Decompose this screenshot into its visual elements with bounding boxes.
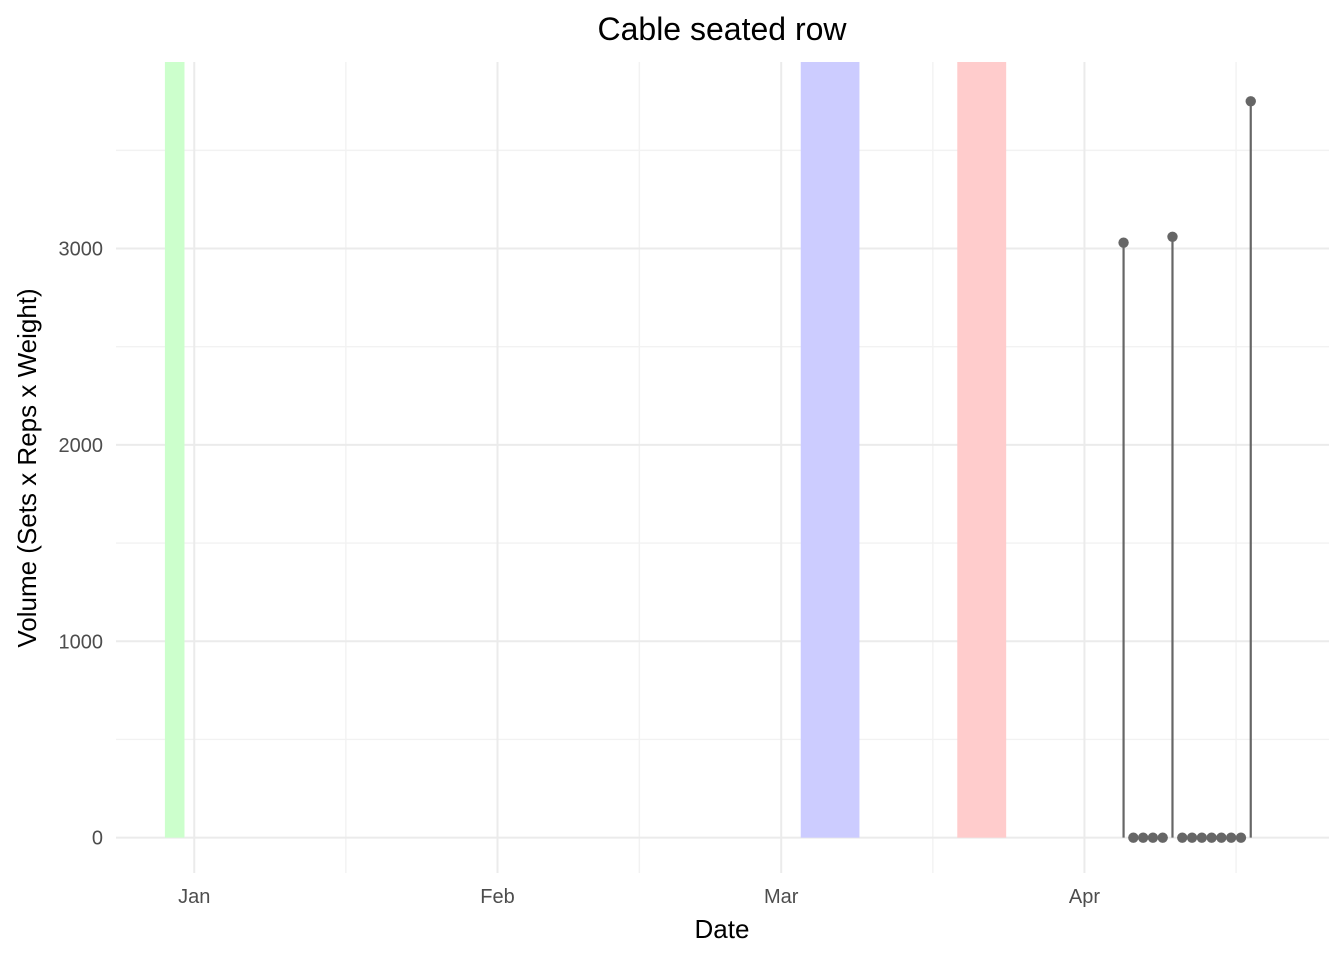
data-marks xyxy=(1118,96,1256,843)
y-tick-label: 2000 xyxy=(59,435,104,457)
x-tick-label: Jan xyxy=(178,886,210,908)
x-tick-label: Feb xyxy=(480,886,514,908)
data-point xyxy=(1245,96,1256,107)
data-point xyxy=(1206,832,1217,843)
chart-title: Cable seated row xyxy=(597,11,847,47)
data-point xyxy=(1167,231,1178,242)
data-point xyxy=(1235,832,1247,843)
x-tick-label: Mar xyxy=(764,886,799,908)
x-tick-label: Apr xyxy=(1069,886,1100,908)
data-point xyxy=(1177,832,1188,843)
data-point xyxy=(1128,832,1139,843)
x-axis-title: Date xyxy=(695,914,750,944)
data-point xyxy=(1216,832,1227,843)
data-point xyxy=(1118,237,1129,248)
data-point xyxy=(1186,832,1198,843)
data-point xyxy=(1147,832,1159,843)
data-point xyxy=(1157,832,1168,843)
data-point xyxy=(1196,832,1208,843)
y-tick-label: 3000 xyxy=(59,239,104,261)
shaded-band-1 xyxy=(164,62,185,838)
y-axis-title: Volume (Sets x Reps x Weight) xyxy=(12,288,42,647)
data-point xyxy=(1137,832,1149,843)
y-tick-label: 1000 xyxy=(59,631,104,653)
shaded-band-2 xyxy=(800,62,860,838)
shaded-bands xyxy=(164,62,1007,838)
axis-labels: Jan Feb Mar Apr 0 1000 2000 3000 xyxy=(59,239,1101,908)
y-tick-label: 0 xyxy=(92,828,103,850)
grid-lines xyxy=(116,62,1329,873)
data-point xyxy=(1225,832,1237,843)
shaded-band-3 xyxy=(957,62,1007,838)
